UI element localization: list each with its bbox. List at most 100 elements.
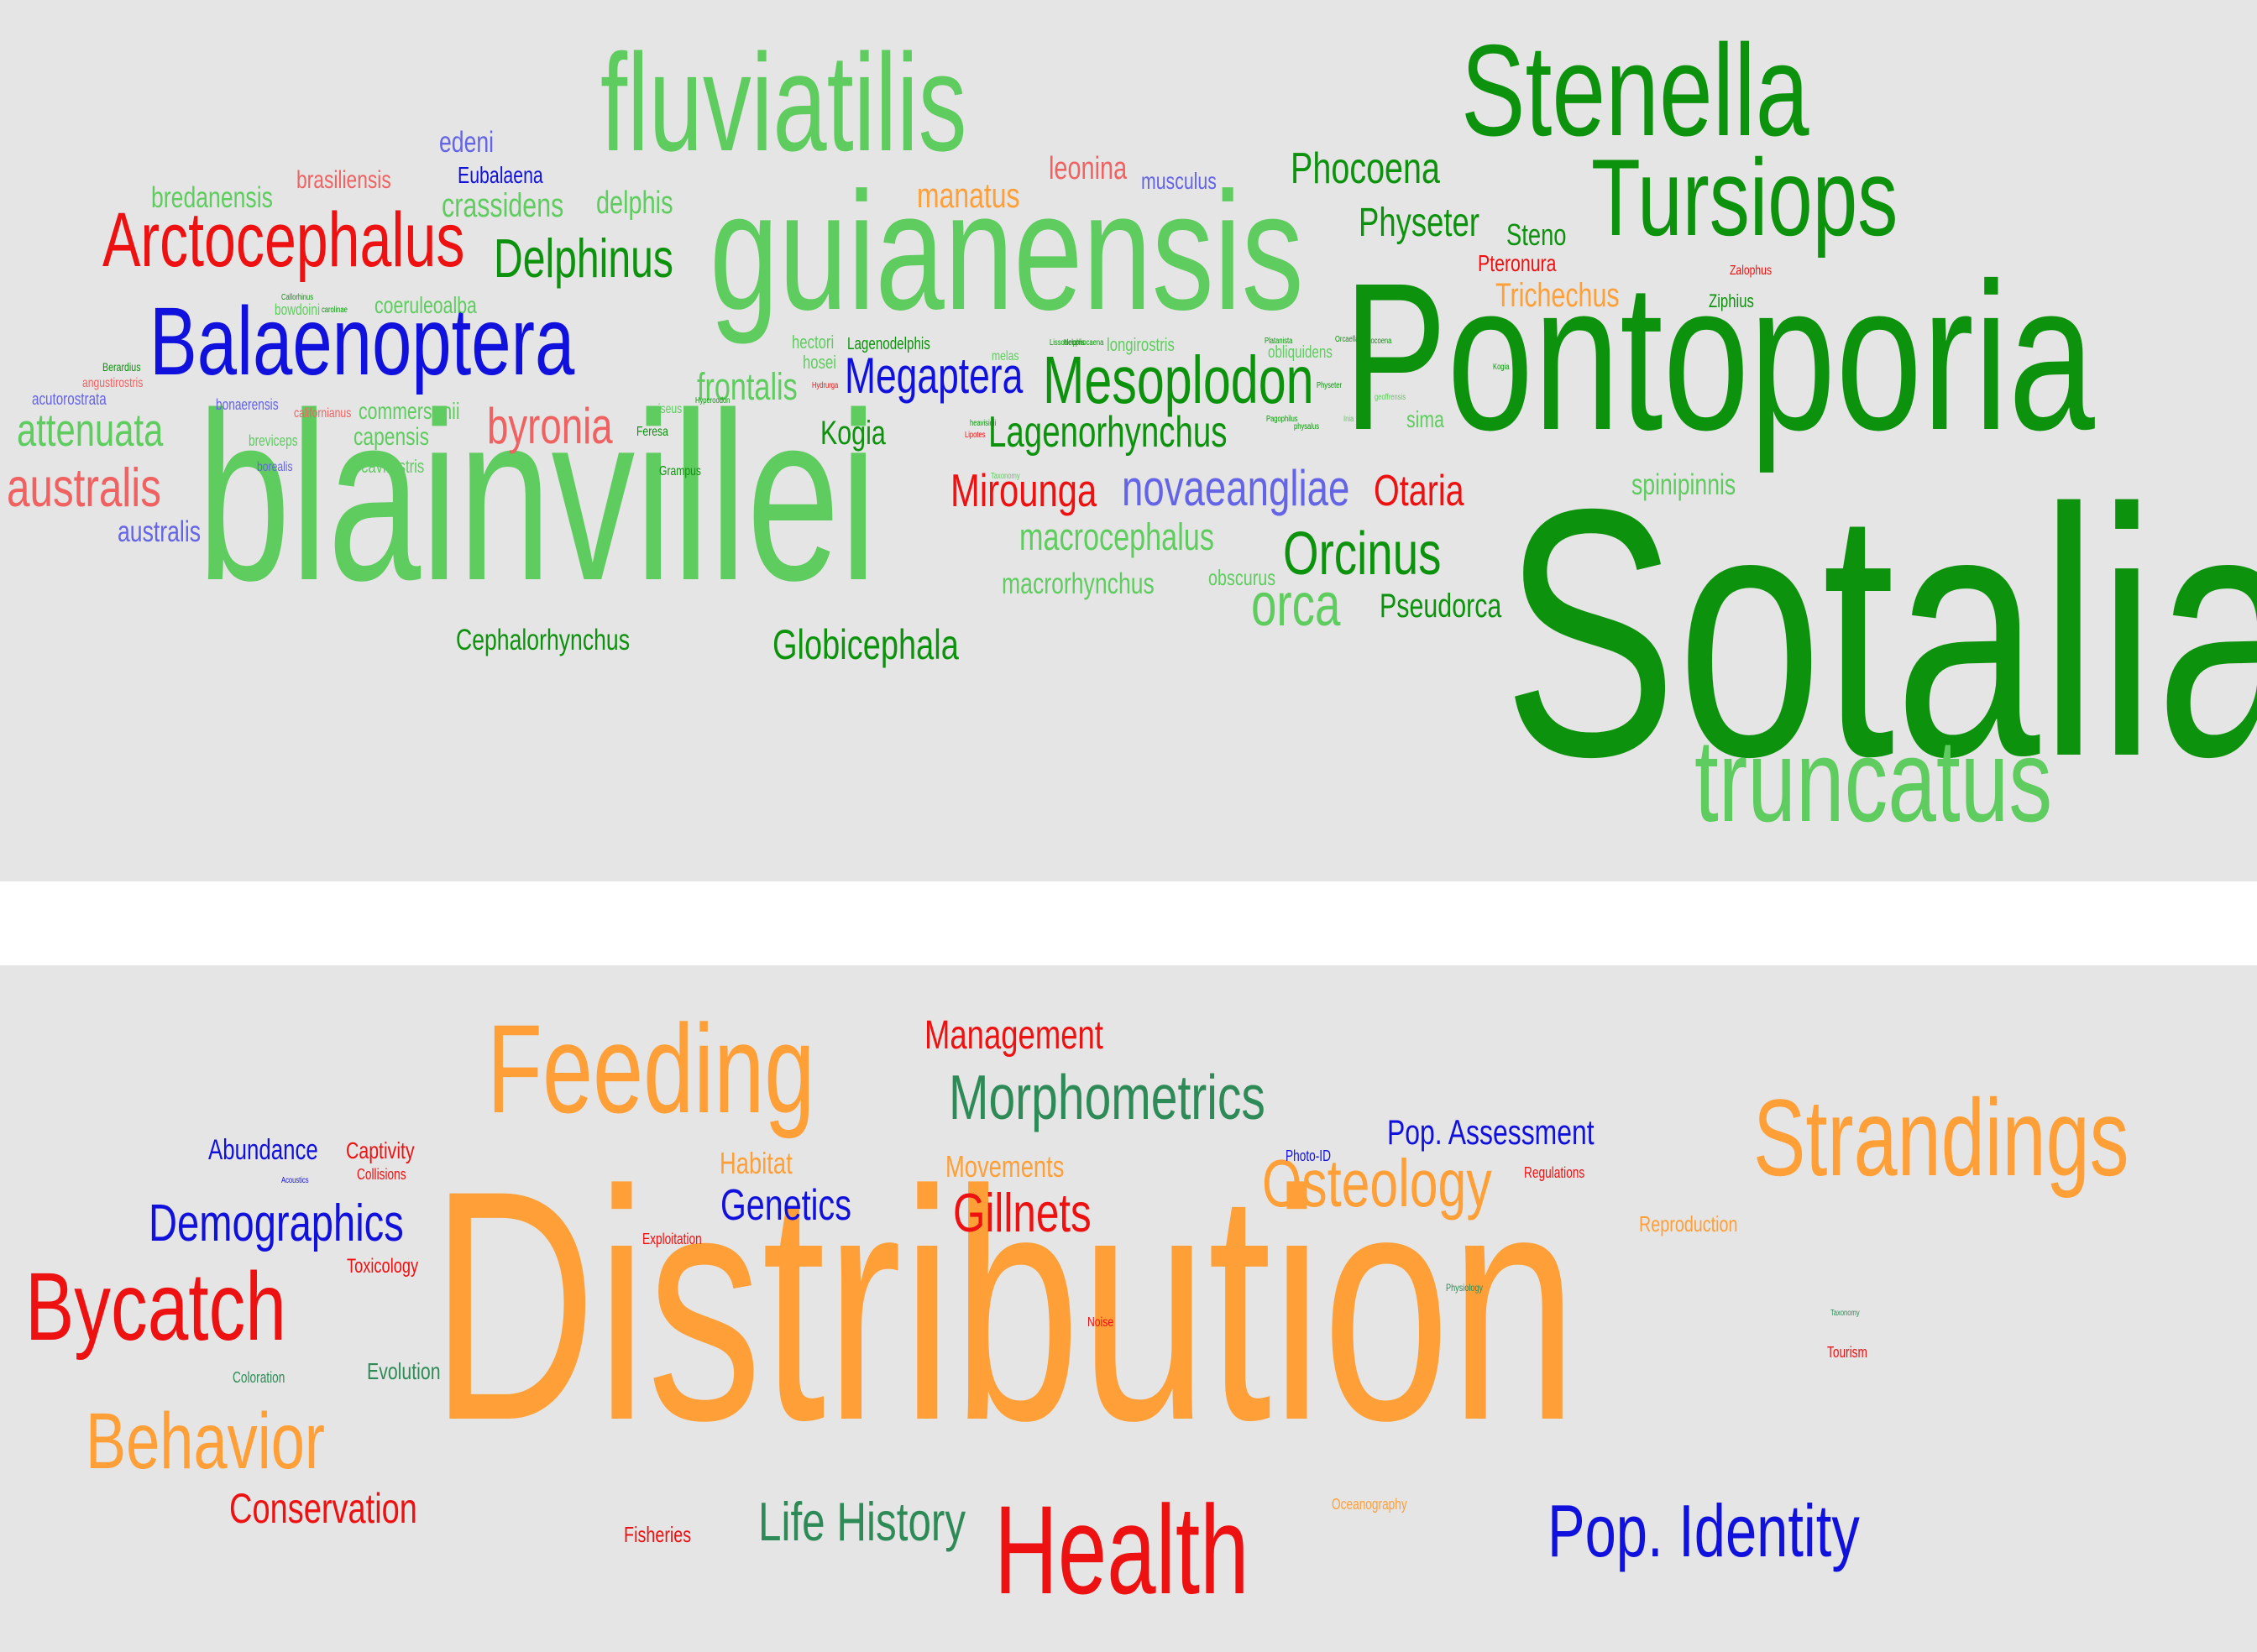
species-word: Lipotes — [965, 431, 986, 440]
species-word: byronia — [487, 398, 613, 454]
species-word: heavisidii — [970, 419, 997, 428]
species-word: Ziphius — [1709, 290, 1754, 311]
species-word: commersonii — [359, 398, 460, 424]
species-word: Trichechus — [1495, 277, 1620, 314]
species-word: Arctocephalus — [102, 197, 465, 283]
topic-word: Gillnets — [953, 1182, 1092, 1243]
species-word: musculus — [1141, 168, 1217, 194]
species-word: obliquidens — [1268, 343, 1333, 362]
species-word: Platanista — [1265, 337, 1293, 346]
topic-word: Taxonomy — [1830, 1309, 1860, 1318]
species-word: Orcaella — [1335, 335, 1359, 344]
species-word: californianus — [294, 406, 352, 421]
topic-word: Demographics — [149, 1195, 404, 1252]
species-word: coeruleoalba — [374, 292, 477, 318]
species-word: geoffrensis — [1375, 393, 1406, 402]
species-word: breviceps — [249, 432, 298, 449]
topic-word: Movements — [945, 1149, 1065, 1184]
species-word: Lagenorhynchus — [988, 408, 1228, 457]
topic-word: Distribution — [431, 1122, 1578, 1488]
species-word: Lissodelphis — [1050, 338, 1085, 348]
species-word: Otaria — [1374, 467, 1464, 515]
species-word: Steno — [1506, 217, 1567, 252]
topic-word: Regulations — [1524, 1164, 1585, 1181]
topic-word: Morphometrics — [949, 1062, 1265, 1132]
species-word: Phocoena — [1291, 144, 1440, 193]
species-word: australis — [7, 457, 161, 518]
species-word: australis — [118, 515, 202, 548]
species-word: Mesoplodon — [1043, 342, 1314, 417]
species-word: Kogia — [820, 415, 886, 452]
species-word: Megaptera — [845, 348, 1024, 404]
species-word: crassidens — [442, 187, 564, 224]
topic-word: Captivity — [346, 1137, 415, 1163]
topic-word: Physiology — [1446, 1282, 1484, 1294]
species-word: Pontoporia — [1343, 239, 2095, 473]
species-word: truncatus — [1694, 714, 2053, 846]
species-word: Stenella — [1461, 18, 1809, 163]
species-word: hectori — [792, 332, 835, 353]
species-word: angustirostris — [82, 376, 144, 390]
topic-word: Health — [994, 1479, 1249, 1620]
species-word: Delphinus — [494, 227, 673, 289]
species-word: macrocephalus — [1019, 515, 1214, 558]
species-word: Grampus — [659, 464, 702, 478]
species-word: Balaenoptera — [149, 288, 575, 395]
topic-word: Acoustics — [281, 1176, 309, 1185]
species-word: Pseudorca — [1380, 588, 1502, 625]
species-word: phocoena — [1364, 337, 1392, 346]
topic-word: Habitat — [720, 1146, 793, 1180]
species-word: sima — [1406, 406, 1444, 432]
species-word: griseus — [649, 402, 683, 416]
species-word: Sotalia — [1503, 437, 2257, 830]
species-word: Pteronura — [1478, 250, 1557, 276]
species-word: blainvillei — [197, 363, 877, 630]
topic-word: Osteology — [1262, 1146, 1492, 1221]
species-word: edeni — [439, 126, 495, 159]
species-word-cloud: Sotalia Pontoporia blainvillei guianensis fl… — [0, 0, 2257, 881]
species-word: acutorostrata — [32, 390, 107, 409]
species-word: Eubalaena — [458, 162, 543, 188]
topic-word: Pop. Identity — [1547, 1489, 1860, 1572]
species-word: orca — [1251, 572, 1341, 639]
species-word: Taxonomy — [991, 472, 1020, 481]
species-word: Pagophilus — [1266, 415, 1298, 424]
species-word: manatus — [917, 175, 1020, 215]
topic-word: Behavior — [86, 1397, 325, 1486]
topic-word: Photo-ID — [1286, 1148, 1331, 1164]
species-word: Neophocaena — [1064, 338, 1104, 348]
species-word: frontalis — [697, 365, 798, 408]
species-word: Zalophus — [1730, 264, 1773, 278]
species-word: Physeter — [1359, 201, 1479, 245]
species-word: Callorhinus — [281, 293, 314, 302]
species-word: Kogia — [1493, 363, 1510, 372]
species-word: Lagenodelphis — [847, 335, 930, 353]
species-word: cavirostris — [361, 456, 425, 477]
species-word: melas — [992, 349, 1019, 363]
species-word: Cephalorhynchus — [456, 624, 631, 656]
topic-word: Evolution — [367, 1358, 441, 1384]
species-word: Orcinus — [1283, 520, 1442, 588]
species-word: bonaerensis — [216, 396, 279, 413]
topic-word: Bycatch — [25, 1253, 286, 1361]
species-word: guianensis — [710, 158, 1304, 345]
species-word: borealis — [257, 460, 293, 474]
topic-word: Genetics — [720, 1181, 851, 1230]
species-word: spinipinnis — [1631, 468, 1736, 501]
topic-word: Oceanography — [1332, 1496, 1407, 1513]
species-word: Tursiops — [1591, 136, 1898, 259]
topic-word: Pop. Assessment — [1387, 1112, 1595, 1152]
species-word: Mirounga — [950, 464, 1097, 516]
topic-word-cloud: Distribution Health Feeding Strandings Morph… — [0, 965, 2257, 1652]
species-word: delphis — [596, 186, 673, 221]
topic-word: Feeding — [487, 998, 815, 1139]
species-word: Physeter — [1317, 381, 1342, 390]
species-word: Feresa — [636, 425, 668, 439]
topic-word: Strandings — [1753, 1076, 2129, 1199]
species-word: bowdoini — [275, 301, 321, 318]
species-word: obscurus — [1208, 565, 1276, 590]
species-word: fluviatilis — [600, 25, 967, 180]
topic-word: Tourism — [1827, 1344, 1867, 1361]
species-word: brasiliensis — [296, 166, 391, 194]
species-word: carolinae — [322, 306, 348, 315]
